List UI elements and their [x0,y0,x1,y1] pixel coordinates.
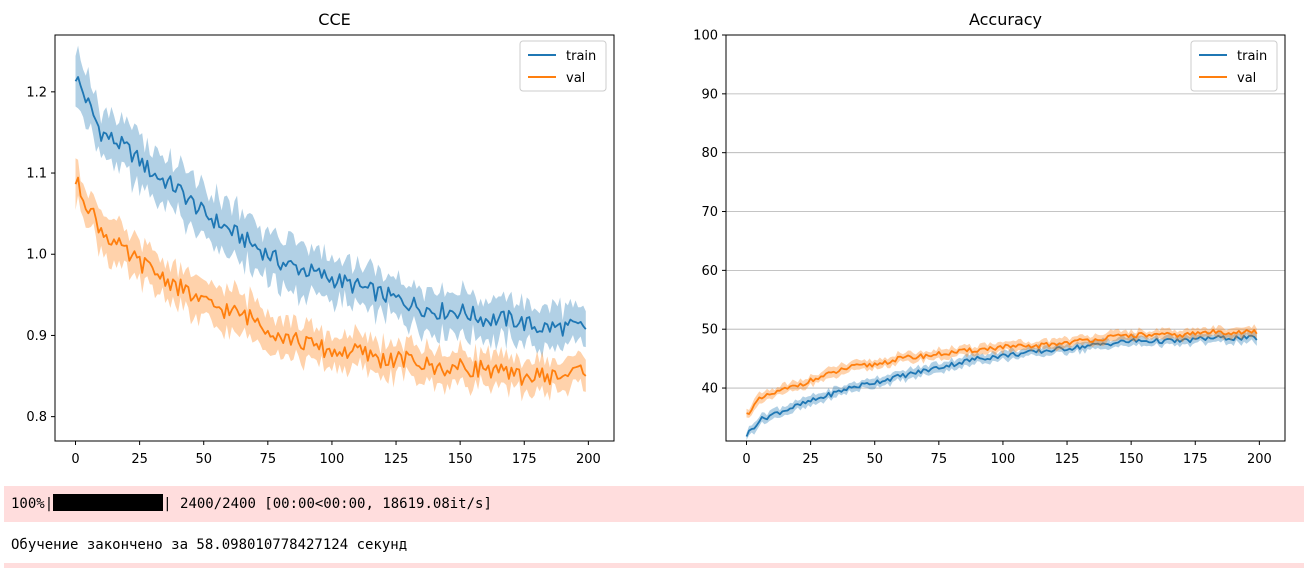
progress-bar-left: | [44,496,54,512]
chart-title: CCE [318,10,350,29]
legend-label-train: train [1237,49,1267,64]
x-tick-label: 75 [931,452,948,467]
y-tick-label: 40 [701,382,718,397]
plot-frame [725,34,1286,442]
y-tick-label: 80 [701,146,718,161]
progress-bar-right: | [163,496,172,512]
y-tick-label: 60 [701,264,718,279]
x-tick-label: 100 [320,452,345,467]
x-tick-label: 25 [802,452,819,467]
legend-label-train: train [566,49,596,64]
x-tick-label: 50 [195,452,212,467]
progress-percent: 100% [11,496,45,512]
x-tick-label: 200 [1247,452,1272,467]
charts-figure: 0 25 50 75 100 125 150 175 200 0.8 0.9 1.0 1.1 1.2 CCE… [26,10,1286,467]
progress-output: 100%| | 2400/2400 [00:00<00:00, 18619.08i… [4,486,1304,522]
x-tick-label: 150 [448,452,473,467]
next-stderr-output [4,563,1304,568]
x-tick-label: 125 [1055,452,1080,467]
x-tick-label: 125 [384,452,409,467]
y-tick-label: 0.8 [26,410,47,425]
x-tick-label: 25 [131,452,148,467]
legend-label-val: val [566,71,585,86]
chart-title: Accuracy [969,10,1042,29]
legend-frame [519,40,607,92]
x-tick-label: 150 [1119,452,1144,467]
series-train-line [745,334,1258,437]
x-tick-label: 0 [71,452,79,467]
x-tick-label: 175 [512,452,537,467]
x-tick-label: 50 [866,452,883,467]
x-tick-label: 200 [576,452,601,467]
progress-text: 2400/2400 [00:00<00:00, 18619.08it/s] [171,496,492,512]
plot-frame [54,34,615,442]
y-tick-label: 90 [701,87,718,102]
x-tick-label: 75 [260,452,277,467]
training-done-message: Обучение закончено за 58.098010778427124… [11,537,408,553]
y-tick-label: 1.1 [26,167,47,182]
y-tick-label: 70 [701,205,718,220]
x-tick-label: 175 [1183,452,1208,467]
legend: train val [1190,40,1278,92]
series-val-line [74,176,587,386]
legend-label-val: val [1237,71,1256,86]
cce-chart: 0 25 50 75 100 125 150 175 200 0.8 0.9 1.0 1.1 1.2 CCE… [26,10,615,467]
series-val-line [746,328,1258,415]
series-val-band [746,324,1257,418]
x-tick-label: 100 [991,452,1016,467]
legend: train val [519,40,607,92]
y-tick-label: 50 [701,323,718,338]
x-tick-label: 0 [742,452,750,467]
accuracy-chart: 0 25 50 75 100 125 150 175 200 40 50 60 70 80 90 100 Acc… [693,10,1286,467]
progress-bar-fill [53,494,164,511]
y-tick-label: 100 [693,29,718,44]
series-train-line [74,76,587,337]
legend-frame [1190,40,1278,92]
y-tick-label: 0.9 [26,329,47,344]
y-tick-label: 1.0 [26,248,47,263]
y-tick-label: 1.2 [26,85,47,100]
